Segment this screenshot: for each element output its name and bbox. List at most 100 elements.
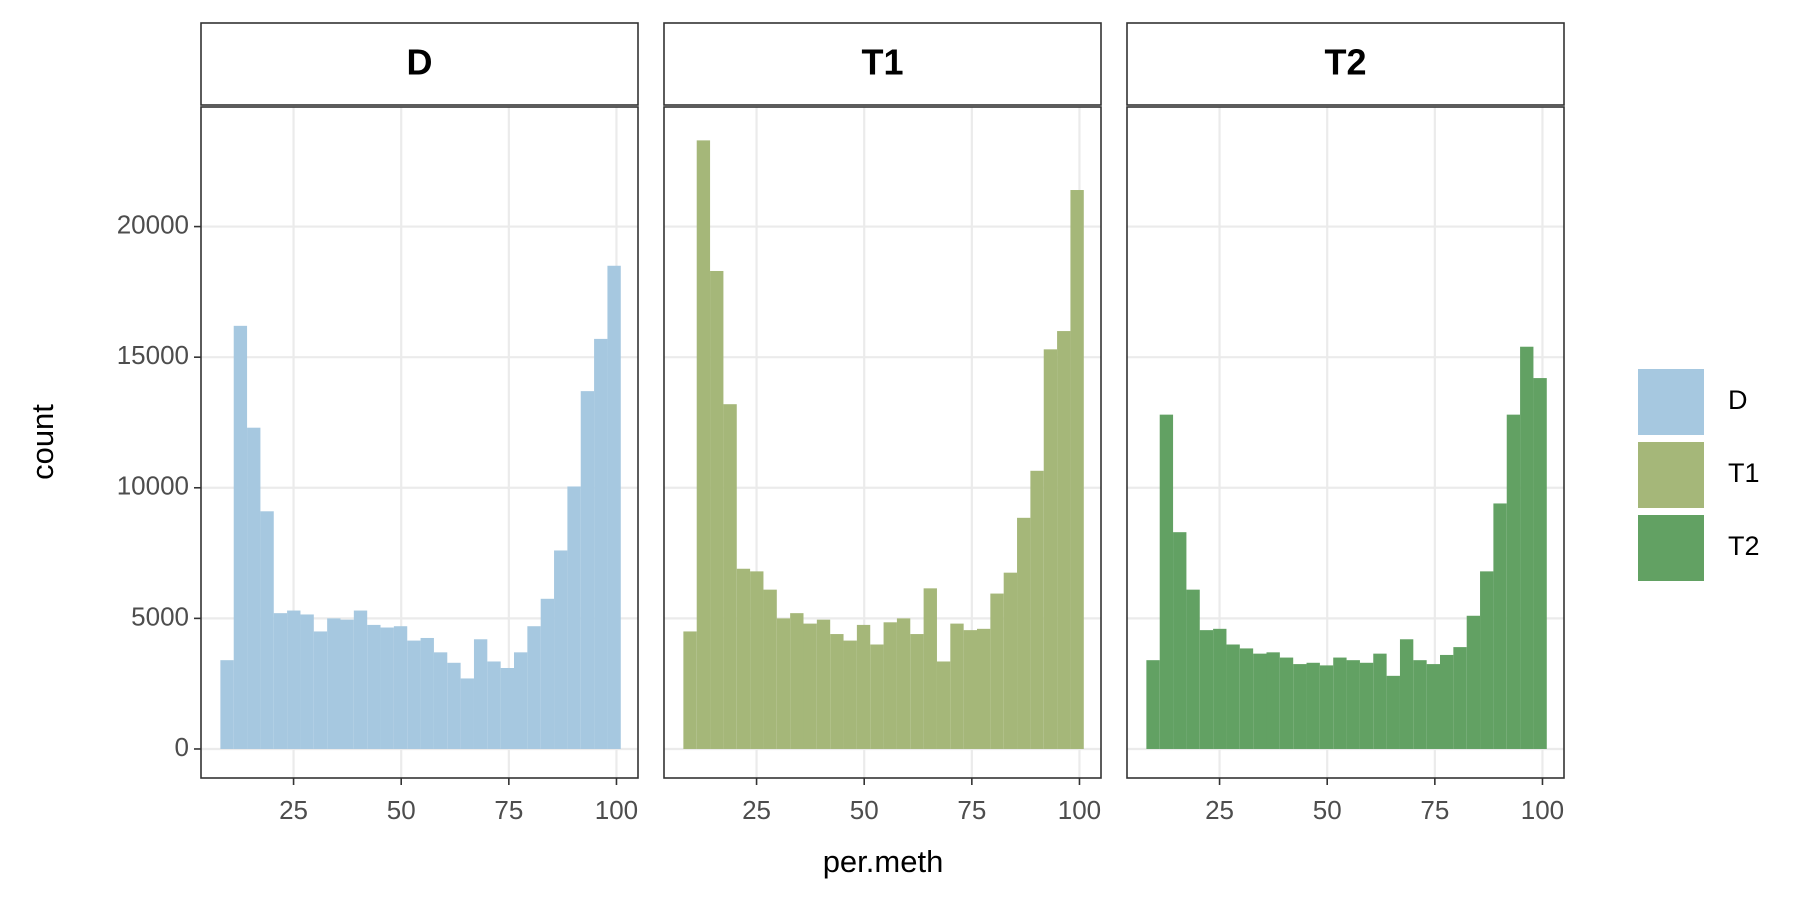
bar (460, 678, 474, 749)
bar (1533, 378, 1547, 749)
bar (1057, 331, 1071, 749)
y-axis-title: count (25, 404, 60, 480)
strip-title: T1 (861, 42, 903, 83)
bar (233, 325, 248, 749)
bar (1070, 190, 1084, 749)
panel-border (200, 106, 639, 779)
x-tick-label: 50 (387, 795, 416, 825)
bar (1453, 647, 1467, 749)
bar (594, 338, 608, 749)
x-tick-label: 100 (1058, 795, 1101, 825)
bar (1520, 346, 1534, 749)
bar (487, 661, 501, 749)
bar (1239, 648, 1254, 749)
bar (580, 391, 595, 749)
bar (1413, 660, 1427, 749)
bar (607, 265, 621, 749)
bar (816, 619, 831, 749)
strip-background (663, 22, 1102, 106)
bar (1480, 571, 1494, 749)
legend-key (1638, 369, 1704, 435)
x-tick-label: 50 (1313, 795, 1342, 825)
bar (1440, 654, 1454, 749)
bar (963, 630, 978, 749)
x-tick-label: 25 (1205, 795, 1234, 825)
y-tick-label: 15000 (117, 340, 189, 370)
bar (736, 568, 751, 749)
bar (473, 639, 488, 749)
bar (723, 404, 737, 749)
strip-title: T2 (1324, 42, 1366, 83)
bar (683, 631, 697, 749)
bar (936, 661, 951, 749)
legend-key (1638, 515, 1704, 581)
bar (750, 571, 764, 749)
bar (407, 640, 421, 749)
bar (367, 624, 381, 749)
bar (287, 610, 301, 749)
bar (300, 614, 314, 749)
bar (1346, 660, 1360, 749)
bar (843, 640, 857, 749)
bar (856, 624, 871, 749)
bar (393, 626, 408, 749)
y-tick-label: 20000 (117, 209, 189, 239)
bar (990, 593, 1004, 749)
bar (1213, 628, 1227, 749)
bar (790, 613, 804, 749)
y-tick-label: 10000 (117, 471, 189, 501)
bar (433, 652, 448, 749)
bar (1266, 652, 1280, 749)
strip-background (200, 22, 639, 106)
bar (950, 623, 964, 749)
bar (803, 623, 817, 749)
bar (1003, 572, 1018, 749)
bar (977, 628, 991, 749)
bar (380, 627, 394, 749)
bar (763, 589, 777, 749)
bar (776, 618, 791, 749)
x-tick-label: 75 (494, 795, 523, 825)
legend-label: T1 (1728, 458, 1760, 488)
bar (273, 613, 288, 749)
bar (896, 618, 911, 749)
bar (514, 652, 528, 749)
bar (447, 662, 461, 749)
bar (260, 511, 274, 749)
bar (910, 634, 924, 749)
bar (327, 618, 341, 749)
bar (1030, 470, 1044, 749)
x-tick-label: 75 (1420, 795, 1449, 825)
bar (883, 622, 897, 749)
y-tick-label: 0 (175, 732, 189, 762)
bar (1017, 517, 1031, 749)
legend-label: T2 (1728, 531, 1760, 561)
bar (1373, 653, 1387, 749)
bar (1306, 662, 1320, 749)
bar (1319, 665, 1334, 749)
bar (313, 631, 328, 749)
strip-title: D (407, 42, 433, 83)
bar (1506, 414, 1521, 749)
x-tick-label: 50 (850, 795, 879, 825)
x-axis-title: per.meth (823, 844, 944, 879)
strip-background (1126, 22, 1565, 106)
bar (1226, 644, 1240, 749)
bar (1279, 657, 1294, 749)
bar (1426, 664, 1441, 749)
bar (1333, 657, 1347, 749)
bar (1146, 660, 1160, 749)
x-tick-label: 100 (1521, 795, 1564, 825)
bar (353, 610, 368, 749)
bar (696, 140, 711, 749)
bar (923, 588, 937, 749)
bar (1043, 349, 1058, 749)
bar (710, 270, 724, 749)
bar (247, 427, 261, 749)
bar (420, 637, 434, 749)
bar (1159, 414, 1174, 749)
bar (1253, 653, 1267, 749)
bar (567, 486, 581, 749)
